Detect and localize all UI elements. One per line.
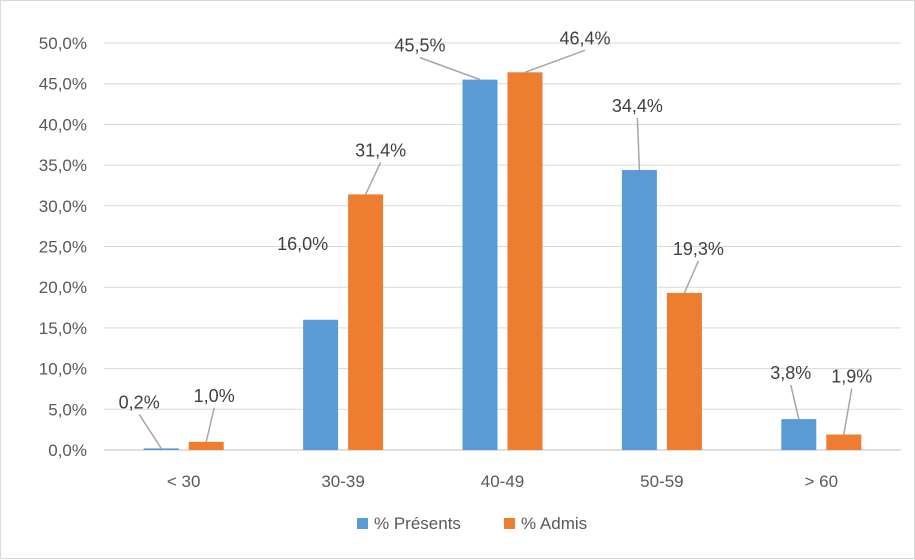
- x-tick-label: < 30: [167, 472, 201, 491]
- data-label: 31,4%: [355, 140, 406, 160]
- y-tick-label: 5,0%: [48, 400, 87, 419]
- y-tick-label: 35,0%: [39, 156, 87, 175]
- data-label: 3,8%: [770, 363, 811, 383]
- label-leader-line: [524, 49, 586, 74]
- label-leader-line: [843, 388, 853, 435]
- legend-label: % Présents: [374, 514, 461, 533]
- y-tick-label: 40,0%: [39, 115, 87, 134]
- y-tick-label: 20,0%: [39, 278, 87, 297]
- data-label: 45,5%: [394, 36, 445, 56]
- label-leader-line: [790, 384, 800, 420]
- data-label: 34,4%: [612, 96, 663, 116]
- x-tick-label: > 60: [805, 472, 839, 491]
- x-tick-label: 50-59: [640, 472, 683, 491]
- x-tick-label: 30-39: [321, 472, 364, 491]
- y-tick-label: 0,0%: [48, 441, 87, 460]
- data-label: 0,2%: [119, 392, 160, 412]
- bar-presents[interactable]: [781, 419, 817, 450]
- y-tick-label: 45,0%: [39, 75, 87, 94]
- bar-admis[interactable]: [348, 194, 384, 450]
- legend-swatch: [357, 518, 368, 529]
- bar-presents[interactable]: [621, 169, 657, 450]
- legend-label: % Admis: [521, 514, 587, 533]
- bar-admis[interactable]: [666, 292, 702, 450]
- y-tick-label: 50,0%: [39, 34, 87, 53]
- bar-presents[interactable]: [143, 448, 179, 450]
- y-tick-label: 10,0%: [39, 360, 87, 379]
- label-leader-line: [636, 117, 641, 171]
- bar-admis[interactable]: [826, 434, 862, 450]
- label-leader-line: [205, 407, 215, 443]
- label-leader-line: [683, 260, 700, 294]
- data-label: 19,3%: [673, 239, 724, 259]
- y-tick-label: 30,0%: [39, 197, 87, 216]
- bar-admis[interactable]: [507, 72, 543, 450]
- bar-admis[interactable]: [188, 441, 224, 450]
- bar-presents[interactable]: [303, 319, 339, 450]
- y-tick-label: 25,0%: [39, 238, 87, 257]
- label-leader-line: [419, 56, 481, 81]
- data-label: 16,0%: [277, 234, 328, 254]
- label-leader-line: [138, 413, 162, 449]
- data-label: 46,4%: [559, 28, 610, 48]
- y-tick-label: 15,0%: [39, 319, 87, 338]
- data-label: 1,0%: [194, 386, 235, 406]
- label-leader-line: [364, 162, 382, 195]
- legend-swatch: [504, 518, 515, 529]
- data-label: 1,9%: [831, 367, 872, 387]
- x-tick-label: 40-49: [481, 472, 524, 491]
- bar-presents[interactable]: [462, 79, 498, 450]
